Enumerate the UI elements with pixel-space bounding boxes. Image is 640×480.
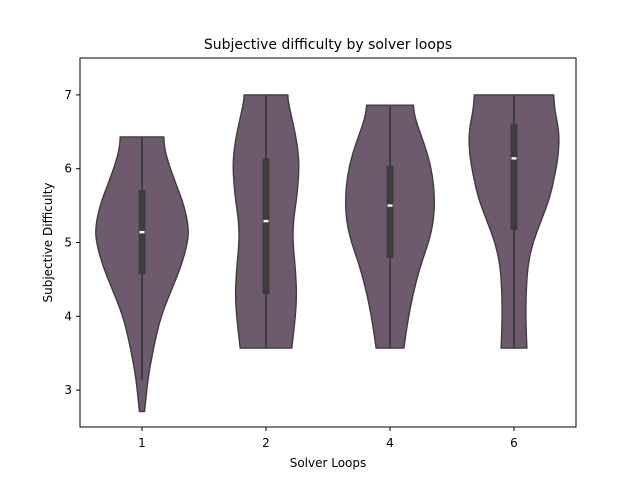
y-tick-label: 4 (64, 309, 72, 323)
chart-title: Subjective difficulty by solver loops (204, 37, 452, 53)
x-tick-label: 4 (386, 436, 394, 450)
y-axis: 3 4 5 6 7 (64, 88, 80, 397)
violin-iqr-box (510, 123, 518, 230)
y-tick-label: 5 (64, 236, 72, 250)
violin-iqr-box (386, 165, 394, 258)
y-tick-label: 6 (64, 162, 72, 176)
plot-area (95, 94, 560, 413)
violin-median (139, 230, 145, 234)
violin-group (95, 136, 189, 413)
violin-median (387, 204, 393, 207)
x-tick-label: 6 (510, 436, 518, 450)
violin-group (232, 94, 300, 349)
y-axis-label: Subjective Difficulty (41, 182, 55, 302)
violin-median (263, 219, 269, 223)
x-tick-label: 2 (262, 436, 270, 450)
violin-group (344, 104, 436, 349)
x-axis-label: Solver Loops (290, 456, 367, 470)
x-axis: 1 2 4 6 (138, 427, 518, 450)
y-tick-label: 7 (64, 88, 72, 102)
violin-group (468, 94, 560, 349)
x-tick-label: 1 (138, 436, 146, 450)
violin-median (511, 157, 517, 160)
violin-iqr-box (262, 158, 270, 295)
y-tick-label: 3 (64, 383, 72, 397)
